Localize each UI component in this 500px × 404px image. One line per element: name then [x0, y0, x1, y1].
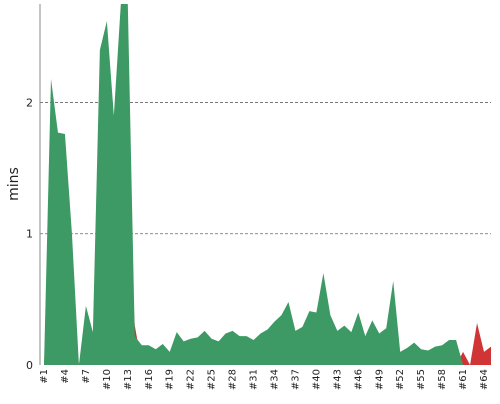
x-tick-label: #46: [353, 369, 364, 390]
x-tick-label: #31: [249, 369, 260, 390]
x-tick-label: #4: [60, 369, 71, 384]
series-area-2: [44, 4, 491, 365]
x-tick-label: #19: [165, 369, 176, 390]
x-tick-label: #58: [437, 369, 448, 390]
x-tick-label: #49: [374, 369, 385, 390]
y-tick-label: 1: [26, 228, 33, 241]
y-tick-label: 0: [26, 359, 33, 372]
x-tick-label: #64: [479, 369, 490, 390]
x-tick-label: #40: [311, 369, 322, 390]
x-tick-label: #61: [458, 369, 469, 390]
x-tick-label: #52: [395, 369, 406, 390]
x-tick-labels: #1 #4 #7 #10 #13 #16 #19 #22 #25 #28 #31 #34 #37 #40 #…: [39, 369, 490, 390]
x-tick-label: #37: [290, 369, 301, 390]
x-tick-label: #22: [186, 369, 197, 390]
x-tick-label: #43: [332, 369, 343, 390]
y-tick-label: 2: [26, 96, 33, 109]
x-tick-label: #7: [81, 369, 92, 384]
x-tick-label: #13: [123, 369, 134, 390]
x-tick-label: #10: [102, 369, 113, 390]
x-tick-label: #16: [144, 369, 155, 390]
x-tick-label: #34: [269, 369, 280, 390]
x-tick-label: #55: [416, 369, 427, 390]
area-layer: [44, 4, 491, 365]
y-axis-label: mins: [6, 167, 22, 201]
y-tick-labels: 0 1 2: [26, 96, 33, 372]
x-tick-label: #25: [207, 369, 218, 390]
x-tick-label: #28: [228, 369, 239, 390]
x-tick-label: #1: [39, 369, 50, 384]
